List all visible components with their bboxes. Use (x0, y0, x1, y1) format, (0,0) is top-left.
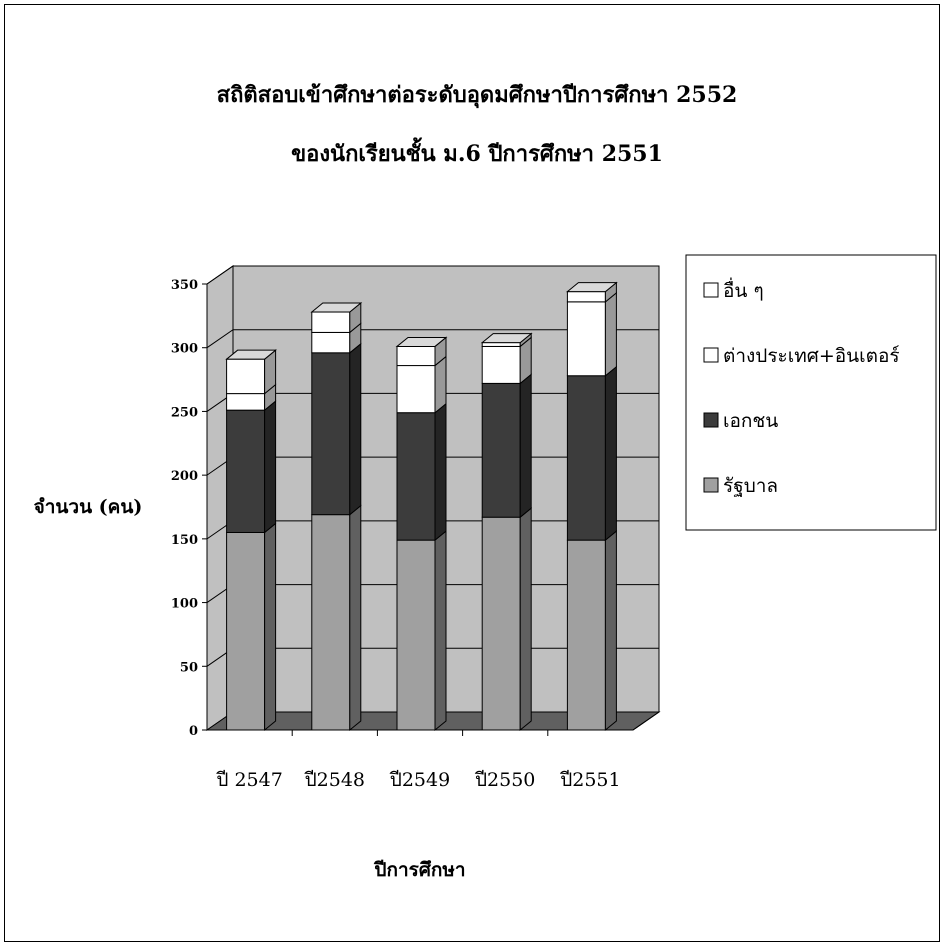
bar-front-0-2 (226, 393, 266, 411)
bar-0-series-2 (226, 383, 277, 412)
chart-title-line-2: ของนักเรียนชั้น ม.6 ปีการศึกษา 2551 (291, 137, 663, 167)
bar-side-0-0 (264, 522, 277, 732)
bar-side-2-2 (434, 355, 447, 414)
bar-stack-3 (480, 332, 533, 732)
bar-top-3 (480, 333, 533, 344)
x-tick-label-3: ปี2550 (474, 769, 535, 791)
bar-2-series-1 (396, 402, 447, 542)
bar-side-1-1 (349, 342, 362, 516)
bar-front-4-3 (566, 291, 606, 303)
x-tick-label-2: ปี2549 (389, 769, 450, 791)
x-tick-label-0: ปี 2547 (216, 769, 283, 791)
y-tick-label-7: 350 (171, 278, 198, 293)
y-tick-label-4: 200 (171, 469, 198, 484)
bar-front-1-3 (311, 311, 351, 333)
gridline-6 (206, 329, 659, 349)
chart-title-line-1: สถิติสอบเข้าศึกษาต่อระดับอุดมศึกษาปีการศ… (217, 82, 738, 109)
x-tick-label-4: ปี2551 (559, 769, 620, 791)
bar-stack-1 (310, 301, 363, 732)
bar-2-series-2 (396, 355, 447, 414)
bar-front-3-1 (481, 382, 521, 518)
x-axis-label: ปีการศึกษา (374, 859, 466, 881)
bar-front-3-2 (481, 345, 521, 384)
bar-1-series-1 (311, 342, 362, 516)
legend-label-2: ต่างประเทศ+อินเตอร์ (723, 345, 900, 367)
x-axis-depth-line (632, 711, 660, 731)
bar-2-series-0 (396, 530, 447, 732)
bar-stack-0 (225, 349, 278, 732)
bar-front-0-0 (226, 531, 266, 731)
y-axis-label: จำนวน (คน) (34, 496, 143, 518)
bar-side-0-1 (264, 400, 277, 534)
bar-3-series-2 (481, 336, 532, 385)
bar-side-4-2 (604, 291, 617, 377)
bar-4-series-0 (566, 530, 617, 732)
bar-side-2-1 (434, 402, 447, 542)
y-tick-label-2: 100 (171, 597, 198, 612)
y-tick-label-1: 50 (180, 660, 198, 675)
bar-side-3-1 (519, 373, 532, 519)
bar-top-1 (310, 302, 363, 313)
legend-label-1: เอกชน (723, 410, 778, 432)
bar-top-4 (565, 282, 618, 293)
y-tick-label-0: 0 (189, 724, 198, 739)
legend-swatch-1 (703, 412, 719, 428)
bar-front-0-3 (226, 358, 266, 395)
legend-label-3: อื่น ๆ (723, 277, 764, 302)
legend-swatch-2 (703, 347, 719, 363)
bar-front-2-3 (396, 345, 436, 367)
bar-side-3-0 (519, 507, 532, 732)
bar-front-3-0 (481, 516, 521, 731)
bar-0-series-3 (226, 349, 277, 395)
bar-front-2-1 (396, 412, 436, 541)
y-tick-label-6: 300 (171, 342, 198, 357)
y-tick-label-5: 250 (171, 405, 198, 420)
bar-0-series-0 (226, 522, 277, 732)
bar-side-1-0 (349, 504, 362, 732)
bar-side-4-1 (604, 365, 617, 542)
bar-front-1-1 (311, 352, 351, 516)
bar-front-4-2 (566, 301, 606, 377)
legend-label-0: รัฐบาล (723, 475, 778, 497)
bar-stack-2 (395, 336, 448, 732)
bar-front-2-2 (396, 365, 436, 414)
y-tick-label-3: 150 (171, 533, 198, 548)
bar-stack-4 (565, 281, 618, 732)
legend-swatch-0 (703, 477, 719, 493)
bar-front-3-3 (481, 342, 521, 347)
bars (225, 281, 618, 732)
legend-box (685, 254, 937, 531)
bar-4-series-2 (566, 291, 617, 377)
bar-1-series-0 (311, 504, 362, 732)
bar-2-series-3 (396, 336, 447, 367)
bar-front-1-0 (311, 514, 351, 731)
gridline-7 (206, 265, 659, 285)
bar-front-4-1 (566, 375, 606, 541)
bar-0-series-1 (226, 400, 277, 534)
bar-4-series-1 (566, 365, 617, 542)
bar-front-4-0 (566, 539, 606, 731)
bar-front-0-1 (226, 409, 266, 533)
bar-top-2 (395, 336, 448, 347)
bar-front-1-2 (311, 331, 351, 354)
bar-3-series-1 (481, 373, 532, 519)
y-tick-labels: 0 50 100 150 200 250 300 350 (171, 278, 198, 739)
bar-3-series-0 (481, 507, 532, 732)
legend-swatch-3 (703, 282, 719, 298)
bar-side-2-0 (434, 530, 447, 732)
bar-side-4-0 (604, 530, 617, 732)
x-tick-label-1: ปี2548 (304, 769, 365, 791)
bar-top-0 (225, 349, 278, 360)
bar-front-2-0 (396, 539, 436, 731)
x-tick-labels: ปี 2547 ปี2548 ปี2549 ปี2550 ปี2551 (216, 769, 621, 791)
